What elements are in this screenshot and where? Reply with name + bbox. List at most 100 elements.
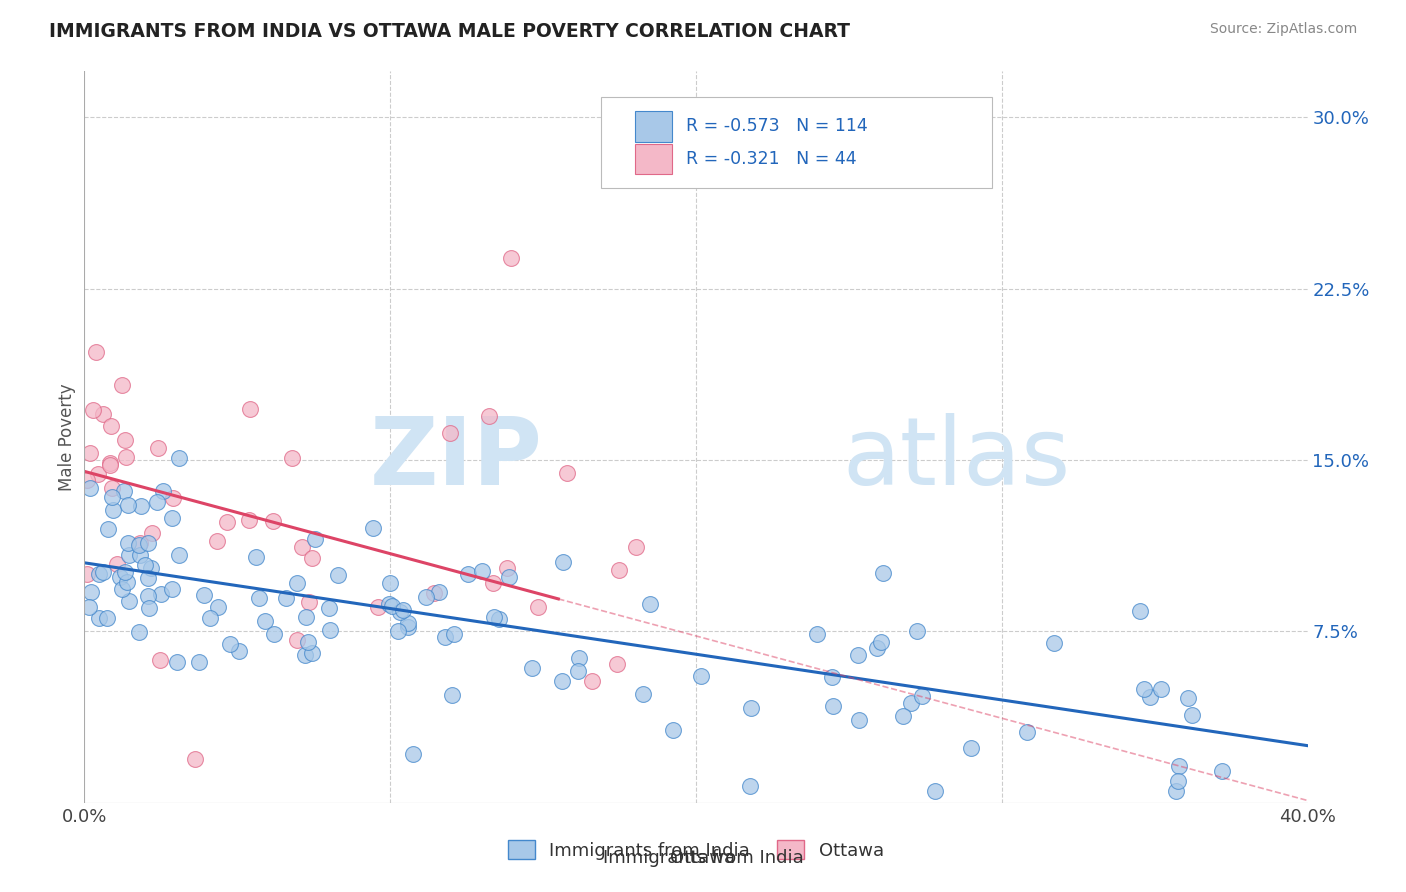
Point	[160, 582, 183, 596]
Point	[114, 433, 136, 447]
Point	[1149, 682, 1171, 697]
Text: Source: ZipAtlas.com: Source: ZipAtlas.com	[1209, 22, 1357, 37]
Point	[166, 655, 188, 669]
Point	[76, 473, 98, 487]
Point	[304, 532, 326, 546]
Point	[1181, 707, 1204, 722]
Point	[443, 627, 465, 641]
Point	[377, 597, 399, 611]
Point	[146, 495, 169, 509]
Point	[606, 657, 628, 672]
Point	[134, 558, 156, 573]
Point	[193, 588, 215, 602]
Point	[205, 534, 228, 549]
Point	[141, 526, 163, 541]
Point	[254, 614, 277, 628]
Legend: Immigrants from India, Ottawa: Immigrants from India, Ottawa	[501, 833, 891, 867]
Point	[626, 541, 648, 555]
Point	[274, 591, 297, 606]
Point	[146, 441, 169, 455]
Point	[396, 620, 419, 634]
Point	[555, 466, 578, 480]
Point	[117, 574, 139, 589]
FancyBboxPatch shape	[600, 97, 993, 188]
Point	[821, 670, 844, 684]
Point	[1139, 690, 1161, 704]
Point	[1177, 691, 1199, 706]
Point	[115, 450, 138, 464]
Point	[262, 514, 284, 528]
Point	[581, 673, 603, 688]
Point	[522, 661, 544, 675]
Point	[228, 643, 250, 657]
Text: atlas: atlas	[842, 413, 1071, 505]
Text: ZIP: ZIP	[370, 413, 543, 505]
Point	[363, 521, 385, 535]
Point	[245, 549, 267, 564]
Point	[139, 561, 162, 575]
Text: R = -0.321   N = 44: R = -0.321 N = 44	[686, 150, 856, 168]
Point	[187, 655, 209, 669]
Point	[100, 418, 122, 433]
Point	[1129, 604, 1152, 618]
Point	[112, 483, 135, 498]
Point	[326, 567, 349, 582]
Point	[427, 584, 450, 599]
Point	[527, 600, 550, 615]
Point	[870, 635, 893, 649]
Point	[567, 664, 589, 678]
Text: IMMIGRANTS FROM INDIA VS OTTAWA MALE POVERTY CORRELATION CHART: IMMIGRANTS FROM INDIA VS OTTAWA MALE POV…	[49, 22, 851, 41]
Point	[160, 510, 183, 524]
Point	[295, 610, 318, 624]
Point	[129, 535, 152, 549]
Point	[607, 563, 630, 577]
Point	[318, 601, 340, 615]
Point	[80, 585, 103, 599]
Point	[499, 252, 522, 266]
Point	[76, 567, 98, 582]
Point	[891, 708, 914, 723]
Point	[960, 740, 983, 755]
Point	[496, 560, 519, 574]
Point	[118, 548, 141, 562]
Point	[482, 576, 505, 591]
Point	[105, 557, 128, 571]
Point	[551, 555, 574, 569]
Point	[439, 426, 461, 441]
Point	[402, 747, 425, 761]
Point	[301, 646, 323, 660]
Point	[298, 595, 321, 609]
Point	[84, 344, 107, 359]
Point	[740, 779, 762, 793]
Point	[1166, 784, 1188, 798]
Point	[103, 503, 125, 517]
Point	[740, 700, 762, 714]
Point	[239, 401, 262, 416]
Point	[247, 591, 270, 606]
Point	[905, 624, 928, 638]
Point	[108, 570, 131, 584]
Point	[167, 548, 190, 562]
Point	[152, 483, 174, 498]
Point	[79, 446, 101, 460]
Point	[1167, 759, 1189, 773]
Point	[387, 624, 409, 638]
Point	[128, 625, 150, 640]
Point	[846, 648, 869, 662]
Point	[297, 635, 319, 649]
Point	[167, 451, 190, 466]
Y-axis label: Male Poverty: Male Poverty	[58, 384, 76, 491]
Point	[434, 630, 457, 644]
Point	[111, 378, 134, 392]
Point	[100, 490, 122, 504]
Point	[294, 648, 316, 662]
Text: Immigrants from India: Immigrants from India	[603, 849, 803, 867]
Point	[291, 540, 314, 554]
Point	[690, 669, 713, 683]
Point	[136, 571, 159, 585]
Point	[900, 696, 922, 710]
Point	[97, 523, 120, 537]
Point	[215, 515, 238, 529]
Point	[87, 610, 110, 624]
Point	[162, 491, 184, 505]
